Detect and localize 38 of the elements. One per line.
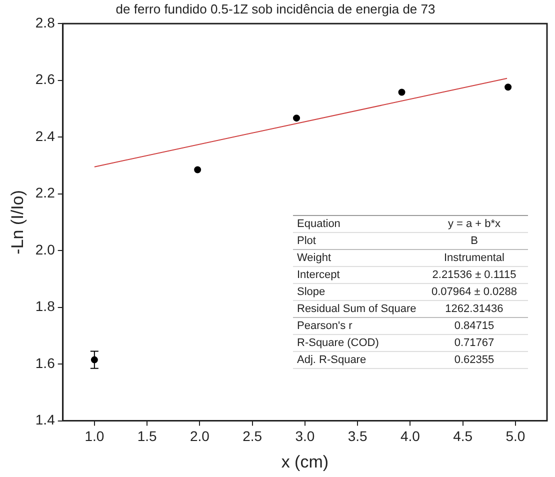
annotation: 0.71767 bbox=[453, 336, 496, 351]
annotation: Residual Sum of Square bbox=[296, 302, 418, 317]
x-tick-label: 1.0 bbox=[84, 428, 104, 444]
y-tick-label: 1.6 bbox=[35, 354, 56, 371]
annotation: Intercept bbox=[296, 268, 341, 283]
x-tick-label: 4.0 bbox=[400, 428, 420, 444]
x-tick-label: 4.5 bbox=[453, 428, 473, 444]
y-tick-label: 1.8 bbox=[35, 298, 56, 314]
annotation: B bbox=[470, 234, 479, 249]
x-tick-label: 3.5 bbox=[348, 428, 368, 444]
x-tick-label: 1.5 bbox=[137, 428, 157, 444]
annotation: Plot bbox=[296, 234, 317, 249]
y-tick-label: 2.8 bbox=[35, 14, 56, 30]
y-tick-label: 2.6 bbox=[35, 71, 56, 88]
annotation: Equation bbox=[296, 217, 342, 232]
annotation: 0.07964 ± 0.0288 bbox=[430, 285, 518, 300]
y-axis-title: -Ln (I/Io) bbox=[8, 190, 27, 254]
annotation: Weight bbox=[296, 251, 332, 266]
x-axis-title: x (cm) bbox=[281, 452, 329, 472]
annotation: 0.62355 bbox=[453, 353, 496, 368]
y-tick-label: 2.2 bbox=[35, 184, 56, 201]
annotation: 0.84715 bbox=[453, 319, 496, 334]
chart-title: de ferro fundido 0.5-1Z sob incidência de energia de 73 bbox=[116, 1, 436, 16]
y-tick-label: 2.4 bbox=[35, 128, 56, 144]
x-tick-label: 2.0 bbox=[190, 428, 210, 444]
x-tick-label: 2.5 bbox=[242, 428, 262, 444]
annotation: Adj. R-Square bbox=[296, 353, 368, 368]
y-tick-label: 1.4 bbox=[35, 412, 56, 428]
annotation: 1262.31436 bbox=[444, 302, 504, 317]
annotation: Pearson's r bbox=[296, 319, 354, 334]
y-tick-label: 2.0 bbox=[35, 241, 56, 258]
annotation: R-Square (COD) bbox=[296, 336, 380, 351]
x-tick-label: 5.0 bbox=[506, 428, 526, 444]
annotation: Instrumental bbox=[442, 251, 506, 266]
annotation: y = a + b*x bbox=[446, 217, 502, 232]
x-tick-label: 3.0 bbox=[295, 428, 315, 444]
annotation: 2.21536 ± 0.1115 bbox=[431, 268, 518, 283]
annotation: Slope bbox=[296, 285, 326, 300]
